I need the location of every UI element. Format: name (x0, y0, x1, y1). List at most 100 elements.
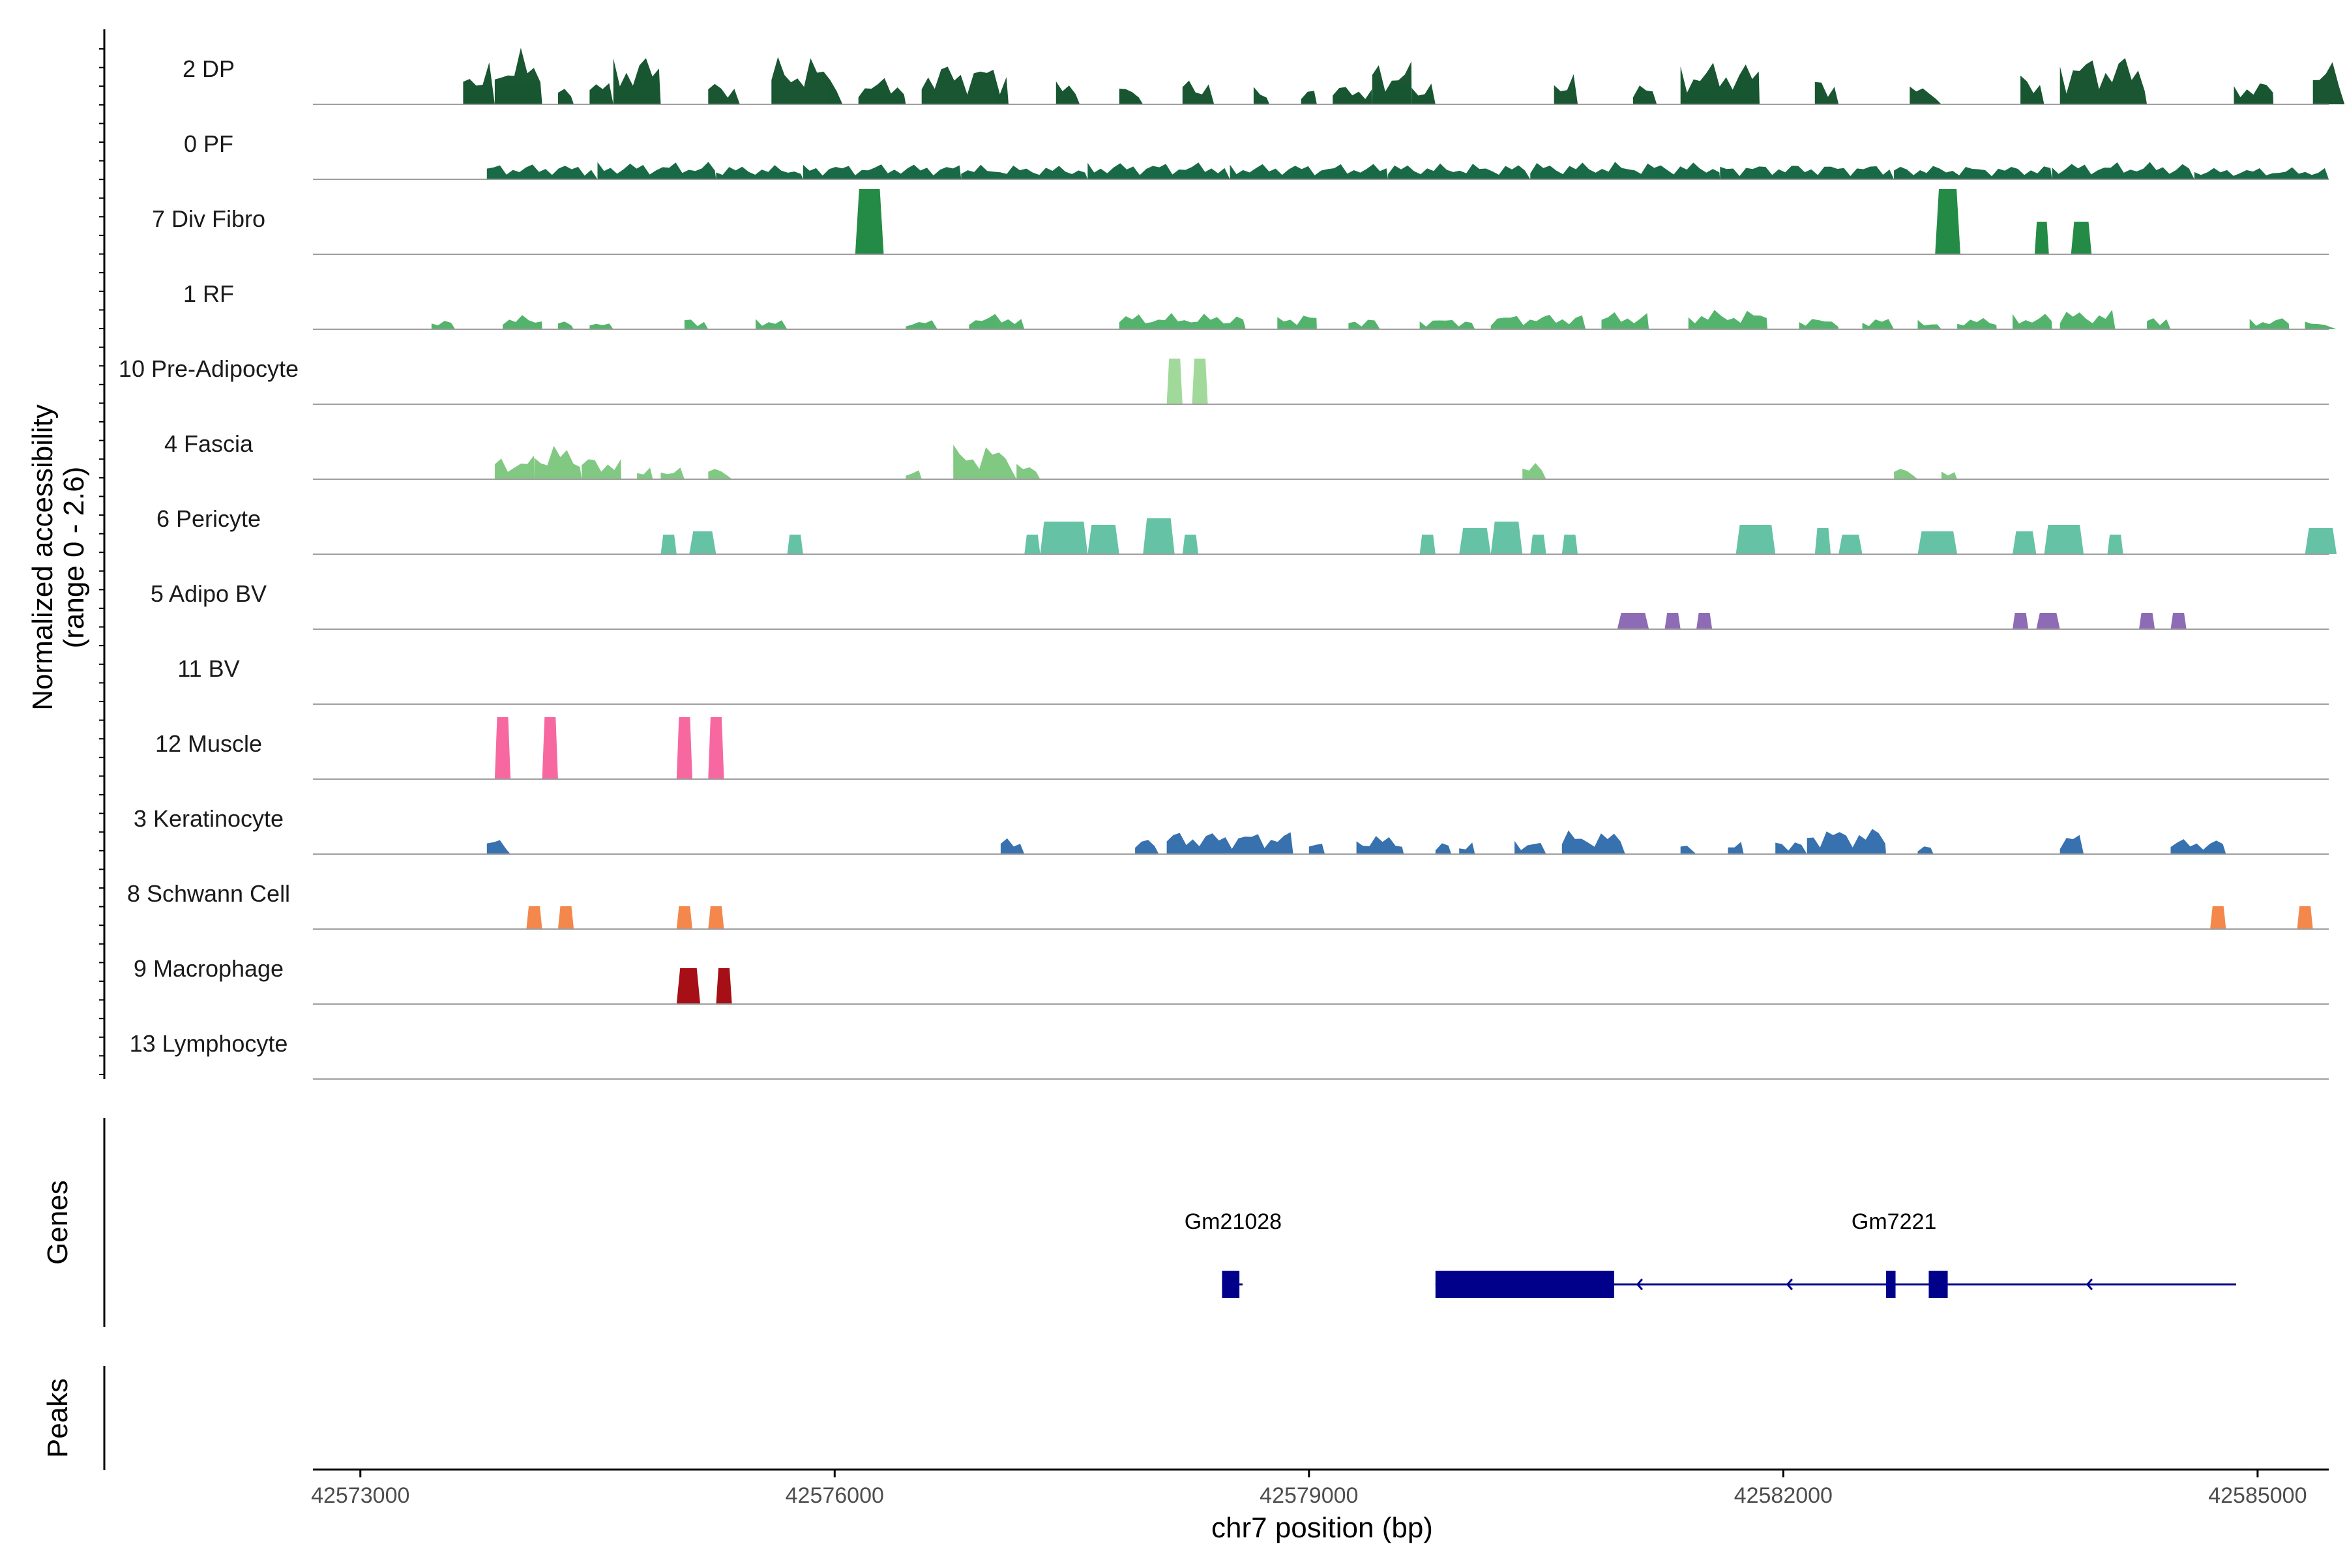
coverage-peak (1514, 840, 1546, 854)
track-label: 1 RF (183, 280, 234, 307)
coverage-peak (2170, 613, 2187, 629)
gene-exon (1885, 1271, 1896, 1298)
genes-panel-label: Genes (42, 1180, 74, 1265)
coverage-peak (1348, 319, 1380, 329)
coverage-peak (2059, 835, 2084, 854)
y-axis-title-line1: Normalized accessibility (27, 404, 59, 710)
track-label: 8 Schwann Cell (127, 880, 290, 907)
coverage-tracks: 2 DP 0 PF 7 Div Fibro 1 RF 10 Pre-Adipocyte 4… (119, 48, 2345, 1080)
coverage-peak (1372, 61, 1412, 104)
coverage-peak (1333, 87, 1372, 104)
coverage-peak (708, 906, 724, 929)
peaks-panel-label: Peaks (42, 1378, 74, 1458)
coverage-peak (1894, 166, 2052, 179)
coverage-peak (486, 840, 511, 854)
coverage-peak (2312, 62, 2345, 104)
coverage-peak (2194, 167, 2329, 179)
coverage-peak (1910, 86, 1941, 104)
coverage-peak (2044, 525, 2084, 554)
coverage-peak (1799, 319, 1839, 329)
coverage-peak (1055, 81, 1080, 104)
coverage-peak (2020, 75, 2044, 104)
coverage-peak (803, 164, 962, 179)
track-5-adipo-bv: 5 Adipo BV (151, 580, 2329, 630)
coverage-peak (676, 717, 692, 779)
coverage-peak (2249, 318, 2290, 329)
coverage-peak (1192, 359, 1208, 404)
track-label: 12 Muscle (155, 730, 262, 757)
y-axis-title-line2: (range 0 - 2.6) (58, 467, 90, 649)
coverage-peak (597, 162, 716, 179)
x-axis-ticks: 42573000 42576000 42579000 42582000 42585000 (311, 1470, 2307, 1508)
coverage-peak (2297, 906, 2313, 929)
coverage-peak (1917, 319, 1941, 329)
coverage-peak (1087, 525, 1119, 554)
coverage-peak (676, 906, 692, 929)
coverage-peak (1917, 846, 1934, 854)
track-background-signal (463, 48, 2345, 104)
coverage-peak (2147, 318, 2171, 329)
coverage-peak (1807, 829, 1886, 854)
coverage-peak (708, 83, 740, 104)
coverage-peak (858, 78, 906, 104)
coverage-peak (1775, 842, 1807, 854)
strand-chevron-icon (2086, 1279, 2093, 1290)
coverage-peak (2034, 222, 2049, 254)
strand-chevron-icon (1636, 1279, 1643, 1290)
coverage-peak (1688, 310, 1768, 329)
track-label: 5 Adipo BV (151, 580, 267, 607)
x-axis-title: chr7 position (bp) (1211, 1512, 1433, 1544)
coverage-peak (637, 467, 653, 479)
track-11-bv: 11 BV (177, 655, 2329, 705)
coverage-peak (494, 455, 535, 479)
strand-chevron-icon (1486, 1279, 1493, 1290)
coverage-peak (1119, 313, 1246, 329)
gene-annotation-track: Gm21028 Gm7221 (1185, 1209, 2236, 1298)
coverage-peak (1554, 74, 1578, 104)
coverage-peak (1182, 535, 1199, 554)
coverage-peak (1087, 162, 1230, 179)
coverage-peak (787, 535, 803, 554)
coverage-peak (1728, 842, 1744, 854)
track-9-macrophage: 9 Macrophage (134, 955, 2329, 1005)
coverage-peak (2013, 314, 2052, 329)
coverage-peak (1735, 525, 1776, 554)
coverage-peak (1720, 166, 1895, 179)
coverage-peak (557, 321, 574, 329)
gene-gm21028: Gm21028 (1185, 1209, 1282, 1298)
track-8-schwann-cell: 8 Schwann Cell (127, 880, 2329, 930)
coverage-peak (2013, 613, 2029, 629)
coverage-peak (1230, 164, 1389, 179)
track-label: 10 Pre-Adipocyte (119, 355, 299, 382)
track-3-keratinocyte: 3 Keratinocyte (134, 805, 2329, 855)
coverage-peak (2059, 310, 2116, 329)
coverage-peak (1166, 359, 1183, 404)
coverage-peak (1490, 314, 1586, 329)
track-label: 7 Div Fibro (152, 205, 265, 232)
coverage-peak (1388, 163, 1531, 179)
gene-gm7221: Gm7221 (1435, 1209, 2236, 1298)
coverage-peak (1135, 840, 1159, 854)
coverage-peak (2071, 222, 2092, 254)
coverage-peak (557, 89, 574, 104)
coverage-peak (1530, 162, 1720, 179)
coverage-peak (1277, 316, 1317, 329)
gene-label: Gm7221 (1852, 1209, 1936, 1234)
coverage-peak (2305, 528, 2337, 554)
track-1-rf: 1 RF (183, 280, 2337, 330)
coverage-peak (660, 535, 677, 554)
coverage-peak (494, 717, 511, 779)
coverage-peak (463, 62, 495, 104)
track-10-pre-adipocyte: 10 Pre-Adipocyte (119, 355, 2329, 405)
track-4-fascia: 4 Fascia (164, 430, 2329, 480)
coverage-peak (503, 315, 542, 329)
coverage-peak (613, 58, 661, 104)
track-6-pericyte: 6 Pericyte (156, 505, 2337, 555)
coverage-peak (953, 444, 1017, 479)
x-tick-label: 42582000 (1734, 1483, 1833, 1508)
coverage-peak (2170, 839, 2226, 854)
coverage-peak (961, 164, 1088, 179)
coverage-peak (2305, 321, 2337, 329)
